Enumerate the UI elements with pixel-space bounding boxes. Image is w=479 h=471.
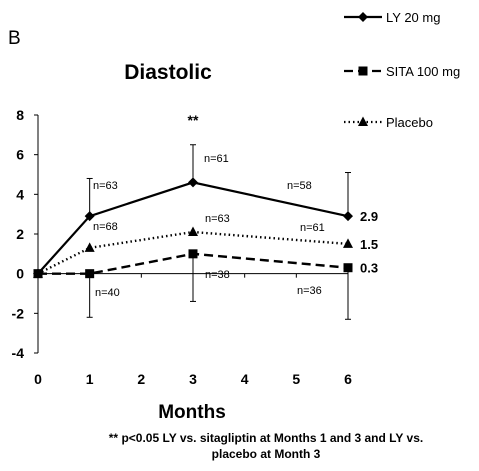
y-tick-label: 0 (16, 266, 24, 282)
y-tick-label: -2 (12, 305, 25, 321)
legend-marker-sita-100-mg (358, 66, 368, 76)
data-point-placebo (33, 268, 43, 278)
data-point-sita-100-mg (188, 249, 198, 259)
end-value-label: 0.3 (360, 261, 378, 276)
data-point-placebo (84, 242, 95, 252)
data-point-ly-20-mg (84, 211, 95, 222)
x-tick-label: 6 (344, 371, 352, 387)
x-tick-label: 4 (241, 371, 249, 387)
data-point-placebo (343, 238, 353, 248)
data-point-ly-20-mg (188, 177, 198, 188)
data-point-placebo (188, 226, 198, 237)
y-tick-label: 2 (16, 226, 24, 242)
data-point-ly-20-mg (343, 211, 353, 222)
significance-marker: ** (188, 112, 199, 128)
x-tick-label: 2 (137, 371, 145, 387)
n-label: n=58 (287, 180, 312, 192)
x-axis-label: Months (158, 402, 226, 423)
footnote-line-1: ** p<0.05 LY vs. sitagliptin at Months 1… (109, 431, 423, 445)
n-label: n=36 (297, 285, 322, 297)
n-label: n=40 (95, 287, 120, 299)
series-line-sita-100-mg (38, 252, 349, 275)
y-tick-label: 6 (16, 147, 24, 163)
n-label: n=61 (300, 222, 325, 234)
series-lines (37, 181, 349, 275)
y-tick-label: 8 (16, 107, 24, 123)
legend-label-sita-100-mg: SITA 100 mg (386, 64, 460, 79)
legend-label-placebo: Placebo (386, 115, 433, 130)
footnote-line-2: placebo at Month 3 (212, 447, 321, 461)
n-label: n=38 (205, 269, 230, 281)
series-line-ly-20-mg (37, 181, 349, 275)
panel-letter: B (8, 28, 21, 49)
point-labels: n=63 n=61 n=58 2.9 n=40 n=38 n=36 0.3 n=68 n=63 n=… (93, 153, 378, 299)
legend-marker-ly-20-mg (358, 12, 368, 22)
n-label: n=63 (205, 213, 230, 225)
x-tick-label: 5 (292, 371, 300, 387)
legend-marker-placebo (358, 116, 368, 126)
n-label: n=63 (93, 180, 118, 192)
n-label: n=68 (93, 221, 118, 233)
x-tick-label: 0 (34, 371, 42, 387)
data-point-sita-100-mg (343, 263, 353, 273)
y-tick-label: 4 (16, 186, 24, 202)
y-tick-label: -4 (12, 345, 25, 361)
end-value-label: 1.5 (360, 237, 378, 252)
x-tick-label: 1 (86, 371, 94, 387)
x-tick-label: 3 (189, 371, 197, 387)
error-bars (86, 144, 351, 320)
end-value-label: 2.9 (360, 209, 378, 224)
chart-title: Diastolic (124, 61, 212, 84)
legend: LY 20 mg SITA 100 mg Placebo (344, 10, 460, 130)
data-point-sita-100-mg (85, 269, 95, 279)
series-markers (33, 177, 353, 279)
legend-label-ly-20-mg: LY 20 mg (386, 10, 440, 25)
n-label: n=61 (204, 153, 229, 165)
